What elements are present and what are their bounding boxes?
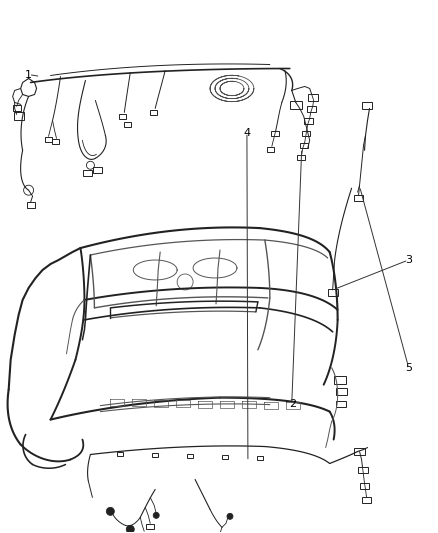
Bar	[150, 110, 157, 115]
Bar	[304, 118, 313, 124]
Bar	[257, 456, 263, 461]
Circle shape	[153, 512, 159, 518]
Bar	[222, 455, 228, 459]
Bar	[361, 102, 371, 109]
Bar	[93, 167, 102, 173]
Bar	[119, 114, 126, 119]
Bar	[328, 289, 338, 296]
Bar	[307, 107, 316, 112]
Bar	[357, 467, 367, 473]
Bar	[117, 451, 124, 456]
Bar	[354, 448, 365, 455]
Text: 1: 1	[25, 69, 32, 79]
Bar	[13, 106, 21, 111]
Circle shape	[86, 161, 95, 169]
Bar	[360, 483, 369, 489]
Circle shape	[227, 513, 233, 519]
Bar	[14, 112, 24, 120]
Bar	[187, 454, 193, 458]
Circle shape	[106, 507, 114, 515]
Circle shape	[24, 185, 34, 195]
Text: 4: 4	[244, 127, 251, 138]
Circle shape	[126, 526, 134, 533]
Bar	[308, 94, 318, 101]
Text: 2: 2	[289, 399, 296, 409]
Bar	[297, 155, 305, 160]
Bar	[290, 101, 302, 109]
Bar	[27, 202, 35, 208]
Bar	[300, 143, 308, 148]
Text: 5: 5	[406, 362, 413, 373]
Bar	[146, 524, 154, 529]
Bar	[336, 401, 346, 407]
Bar	[124, 122, 131, 127]
Bar	[334, 376, 346, 384]
Bar	[83, 170, 92, 176]
Circle shape	[177, 274, 193, 290]
Bar	[354, 195, 363, 201]
Bar	[45, 137, 52, 142]
Bar	[271, 131, 279, 136]
Bar	[336, 388, 347, 395]
Bar	[302, 131, 310, 136]
Bar	[152, 453, 158, 457]
Bar	[267, 147, 274, 152]
Bar	[362, 497, 371, 503]
Text: 3: 3	[406, 255, 413, 265]
Bar	[52, 139, 59, 144]
Bar	[140, 532, 148, 533]
